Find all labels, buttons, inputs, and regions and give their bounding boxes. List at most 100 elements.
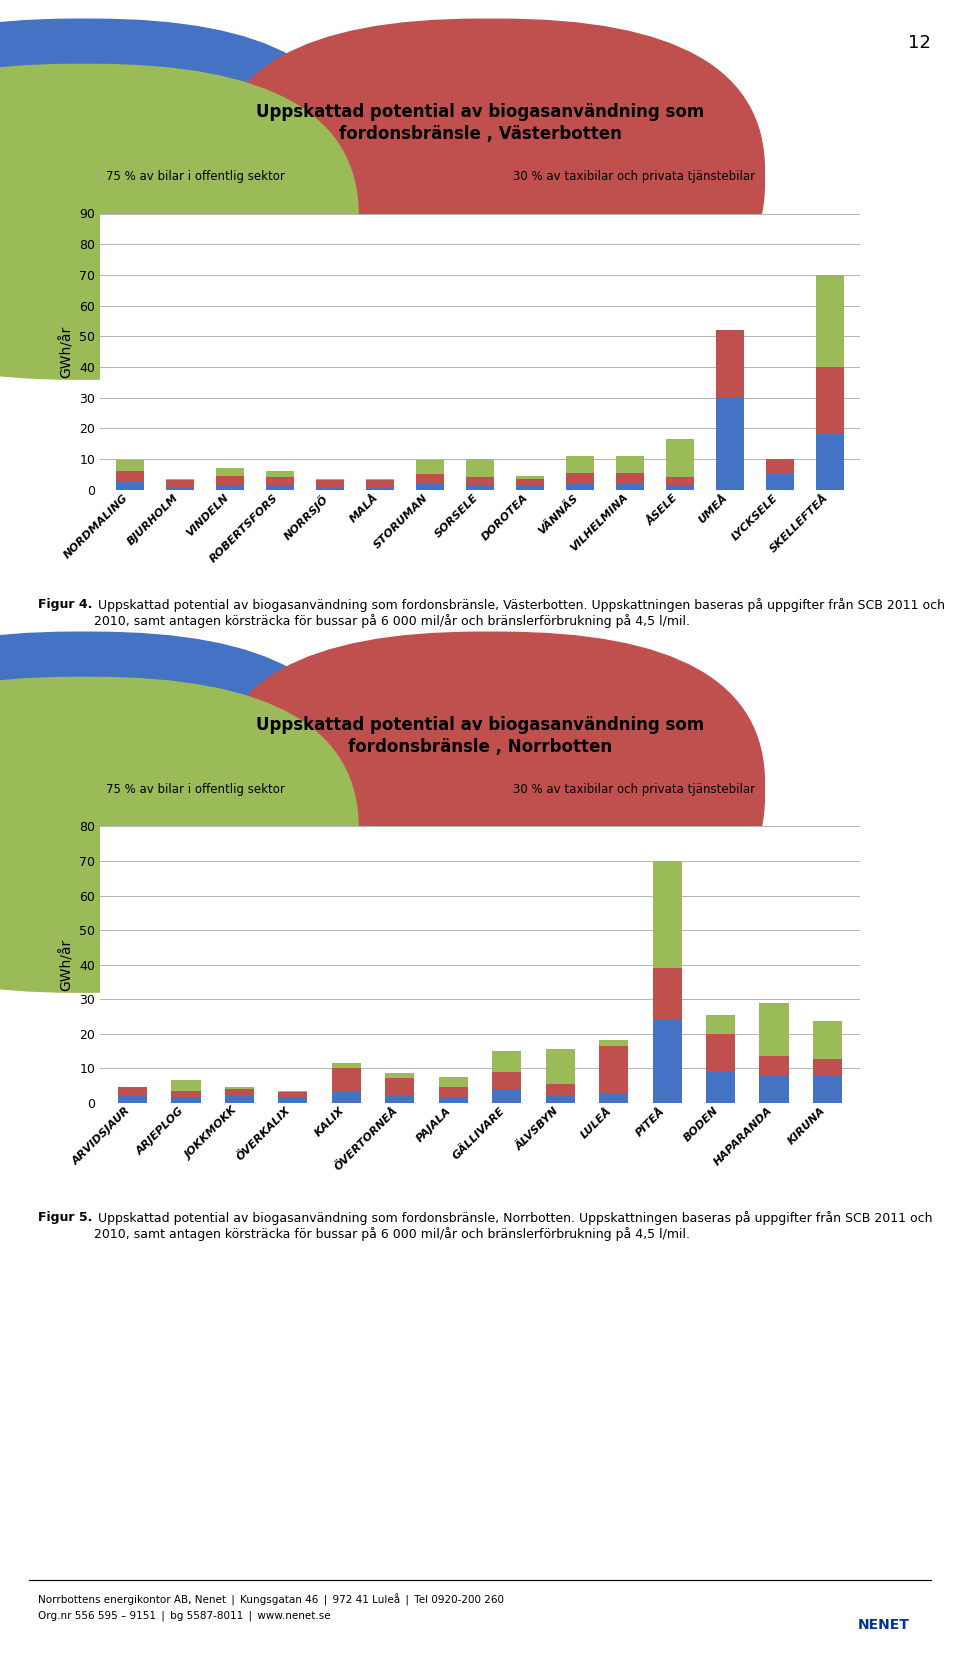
Text: Uppskattad potential av biogasanvändning som fordonsbränsle, Västerbotten. Uppsk: Uppskattad potential av biogasanvändning… <box>94 597 945 629</box>
Bar <box>116 482 144 490</box>
Bar <box>467 458 493 477</box>
FancyBboxPatch shape <box>0 677 358 991</box>
Bar <box>816 367 844 434</box>
Bar <box>266 477 294 485</box>
Bar <box>225 1096 254 1102</box>
FancyBboxPatch shape <box>0 632 358 947</box>
Bar <box>492 1071 521 1089</box>
Bar <box>467 485 493 490</box>
Bar <box>599 1046 629 1094</box>
Bar <box>566 455 593 473</box>
Text: Uppskattad potential av biogasanvändning som
fordonsbränsle , Norrbotten: Uppskattad potential av biogasanvändning… <box>256 717 704 756</box>
Bar <box>317 480 344 487</box>
Bar <box>216 468 244 475</box>
Bar <box>759 1056 789 1076</box>
Text: Samtliga bussar, körsträcka 6000 mil: Samtliga bussar, körsträcka 6000 mil <box>107 215 327 228</box>
Bar <box>666 477 694 485</box>
Bar <box>813 1021 842 1059</box>
Bar <box>417 460 444 475</box>
Bar <box>118 1096 147 1102</box>
Bar <box>706 1034 735 1071</box>
Bar <box>816 434 844 490</box>
Bar <box>599 1041 629 1046</box>
Bar <box>716 397 744 490</box>
Bar <box>492 1089 521 1102</box>
Text: Uppskattad potential av biogasanvändning som
fordonsbränsle , Västerbotten: Uppskattad potential av biogasanvändning… <box>256 103 704 144</box>
Bar <box>216 475 244 485</box>
Bar <box>516 478 543 485</box>
Bar <box>706 1071 735 1102</box>
Text: Figur 5.: Figur 5. <box>38 1211 93 1225</box>
Text: Uppskattad potential av biogasanvändning som fordonsbränsle, Norrbotten. Uppskat: Uppskattad potential av biogasanvändning… <box>94 1211 932 1241</box>
Bar <box>653 1019 682 1102</box>
Bar <box>278 1097 307 1102</box>
Bar <box>385 1079 415 1096</box>
Bar <box>666 439 694 477</box>
Bar <box>266 472 294 477</box>
Bar <box>225 1089 254 1096</box>
Bar <box>616 473 643 483</box>
Bar <box>759 1076 789 1102</box>
Bar <box>439 1077 468 1087</box>
Bar <box>331 1067 361 1092</box>
Bar <box>367 480 394 488</box>
Text: 30 % av taxibilar och privata tjänstebilar: 30 % av taxibilar och privata tjänstebil… <box>513 783 755 796</box>
Bar <box>166 487 194 490</box>
Bar <box>278 1092 307 1097</box>
Bar <box>417 475 444 483</box>
Bar <box>816 275 844 367</box>
Bar <box>331 1063 361 1067</box>
Bar <box>171 1091 201 1097</box>
Bar <box>171 1081 201 1091</box>
Bar <box>653 968 682 1019</box>
FancyBboxPatch shape <box>215 632 764 947</box>
Bar <box>566 483 593 490</box>
Bar <box>516 475 543 478</box>
Bar <box>116 472 144 482</box>
Bar <box>278 1091 307 1092</box>
Bar <box>813 1076 842 1102</box>
Text: NORRBOTTENS OCH
VÄSTERBOTTENS ENERGI-
OCH KLIMATOFFENSIV: NORRBOTTENS OCH VÄSTERBOTTENS ENERGI- OC… <box>77 31 204 68</box>
Text: 30 % av taxibilar och privata tjänstebilar: 30 % av taxibilar och privata tjänstebil… <box>513 170 755 184</box>
Bar <box>616 483 643 490</box>
Bar <box>766 475 794 490</box>
Bar <box>813 1059 842 1076</box>
Bar <box>118 1087 147 1096</box>
Bar <box>759 1003 789 1056</box>
Bar <box>766 458 794 475</box>
FancyBboxPatch shape <box>0 20 358 334</box>
Text: Figur 4.: Figur 4. <box>38 597 93 611</box>
FancyBboxPatch shape <box>0 65 358 379</box>
Bar <box>116 460 144 472</box>
Bar <box>516 485 543 490</box>
Bar <box>566 473 593 483</box>
Bar <box>266 485 294 490</box>
Bar <box>439 1087 468 1097</box>
Bar <box>225 1087 254 1089</box>
Bar <box>616 455 643 473</box>
Bar <box>467 477 493 485</box>
Bar <box>716 329 744 397</box>
Text: NENET: NENET <box>857 1619 909 1632</box>
Y-axis label: GWh/år: GWh/år <box>60 326 74 377</box>
Text: 12: 12 <box>908 33 931 51</box>
Bar <box>545 1049 575 1084</box>
Bar <box>599 1094 629 1102</box>
Bar <box>545 1096 575 1102</box>
Bar <box>706 1015 735 1034</box>
Text: Norrbottens energikontor AB, Nenet | Kungsgatan 46 | 972 41 Luleå | Tel 0920-200: Norrbottens energikontor AB, Nenet | Kun… <box>38 1594 504 1620</box>
Bar <box>331 1092 361 1102</box>
Bar <box>492 1051 521 1071</box>
Bar <box>385 1072 415 1079</box>
Bar <box>666 485 694 490</box>
Bar <box>166 480 194 487</box>
FancyBboxPatch shape <box>215 20 764 334</box>
Text: 75 % av bilar i offentlig sektor: 75 % av bilar i offentlig sektor <box>107 783 285 796</box>
Text: 75 % av bilar i offentlig sektor: 75 % av bilar i offentlig sektor <box>107 170 285 184</box>
Y-axis label: GWh/år: GWh/år <box>60 938 74 991</box>
Bar <box>317 487 344 490</box>
Text: Samtliga bussar, körsträcka 6000 mil: Samtliga bussar, körsträcka 6000 mil <box>107 828 327 841</box>
Bar <box>385 1096 415 1102</box>
Bar <box>417 483 444 490</box>
Bar <box>216 485 244 490</box>
